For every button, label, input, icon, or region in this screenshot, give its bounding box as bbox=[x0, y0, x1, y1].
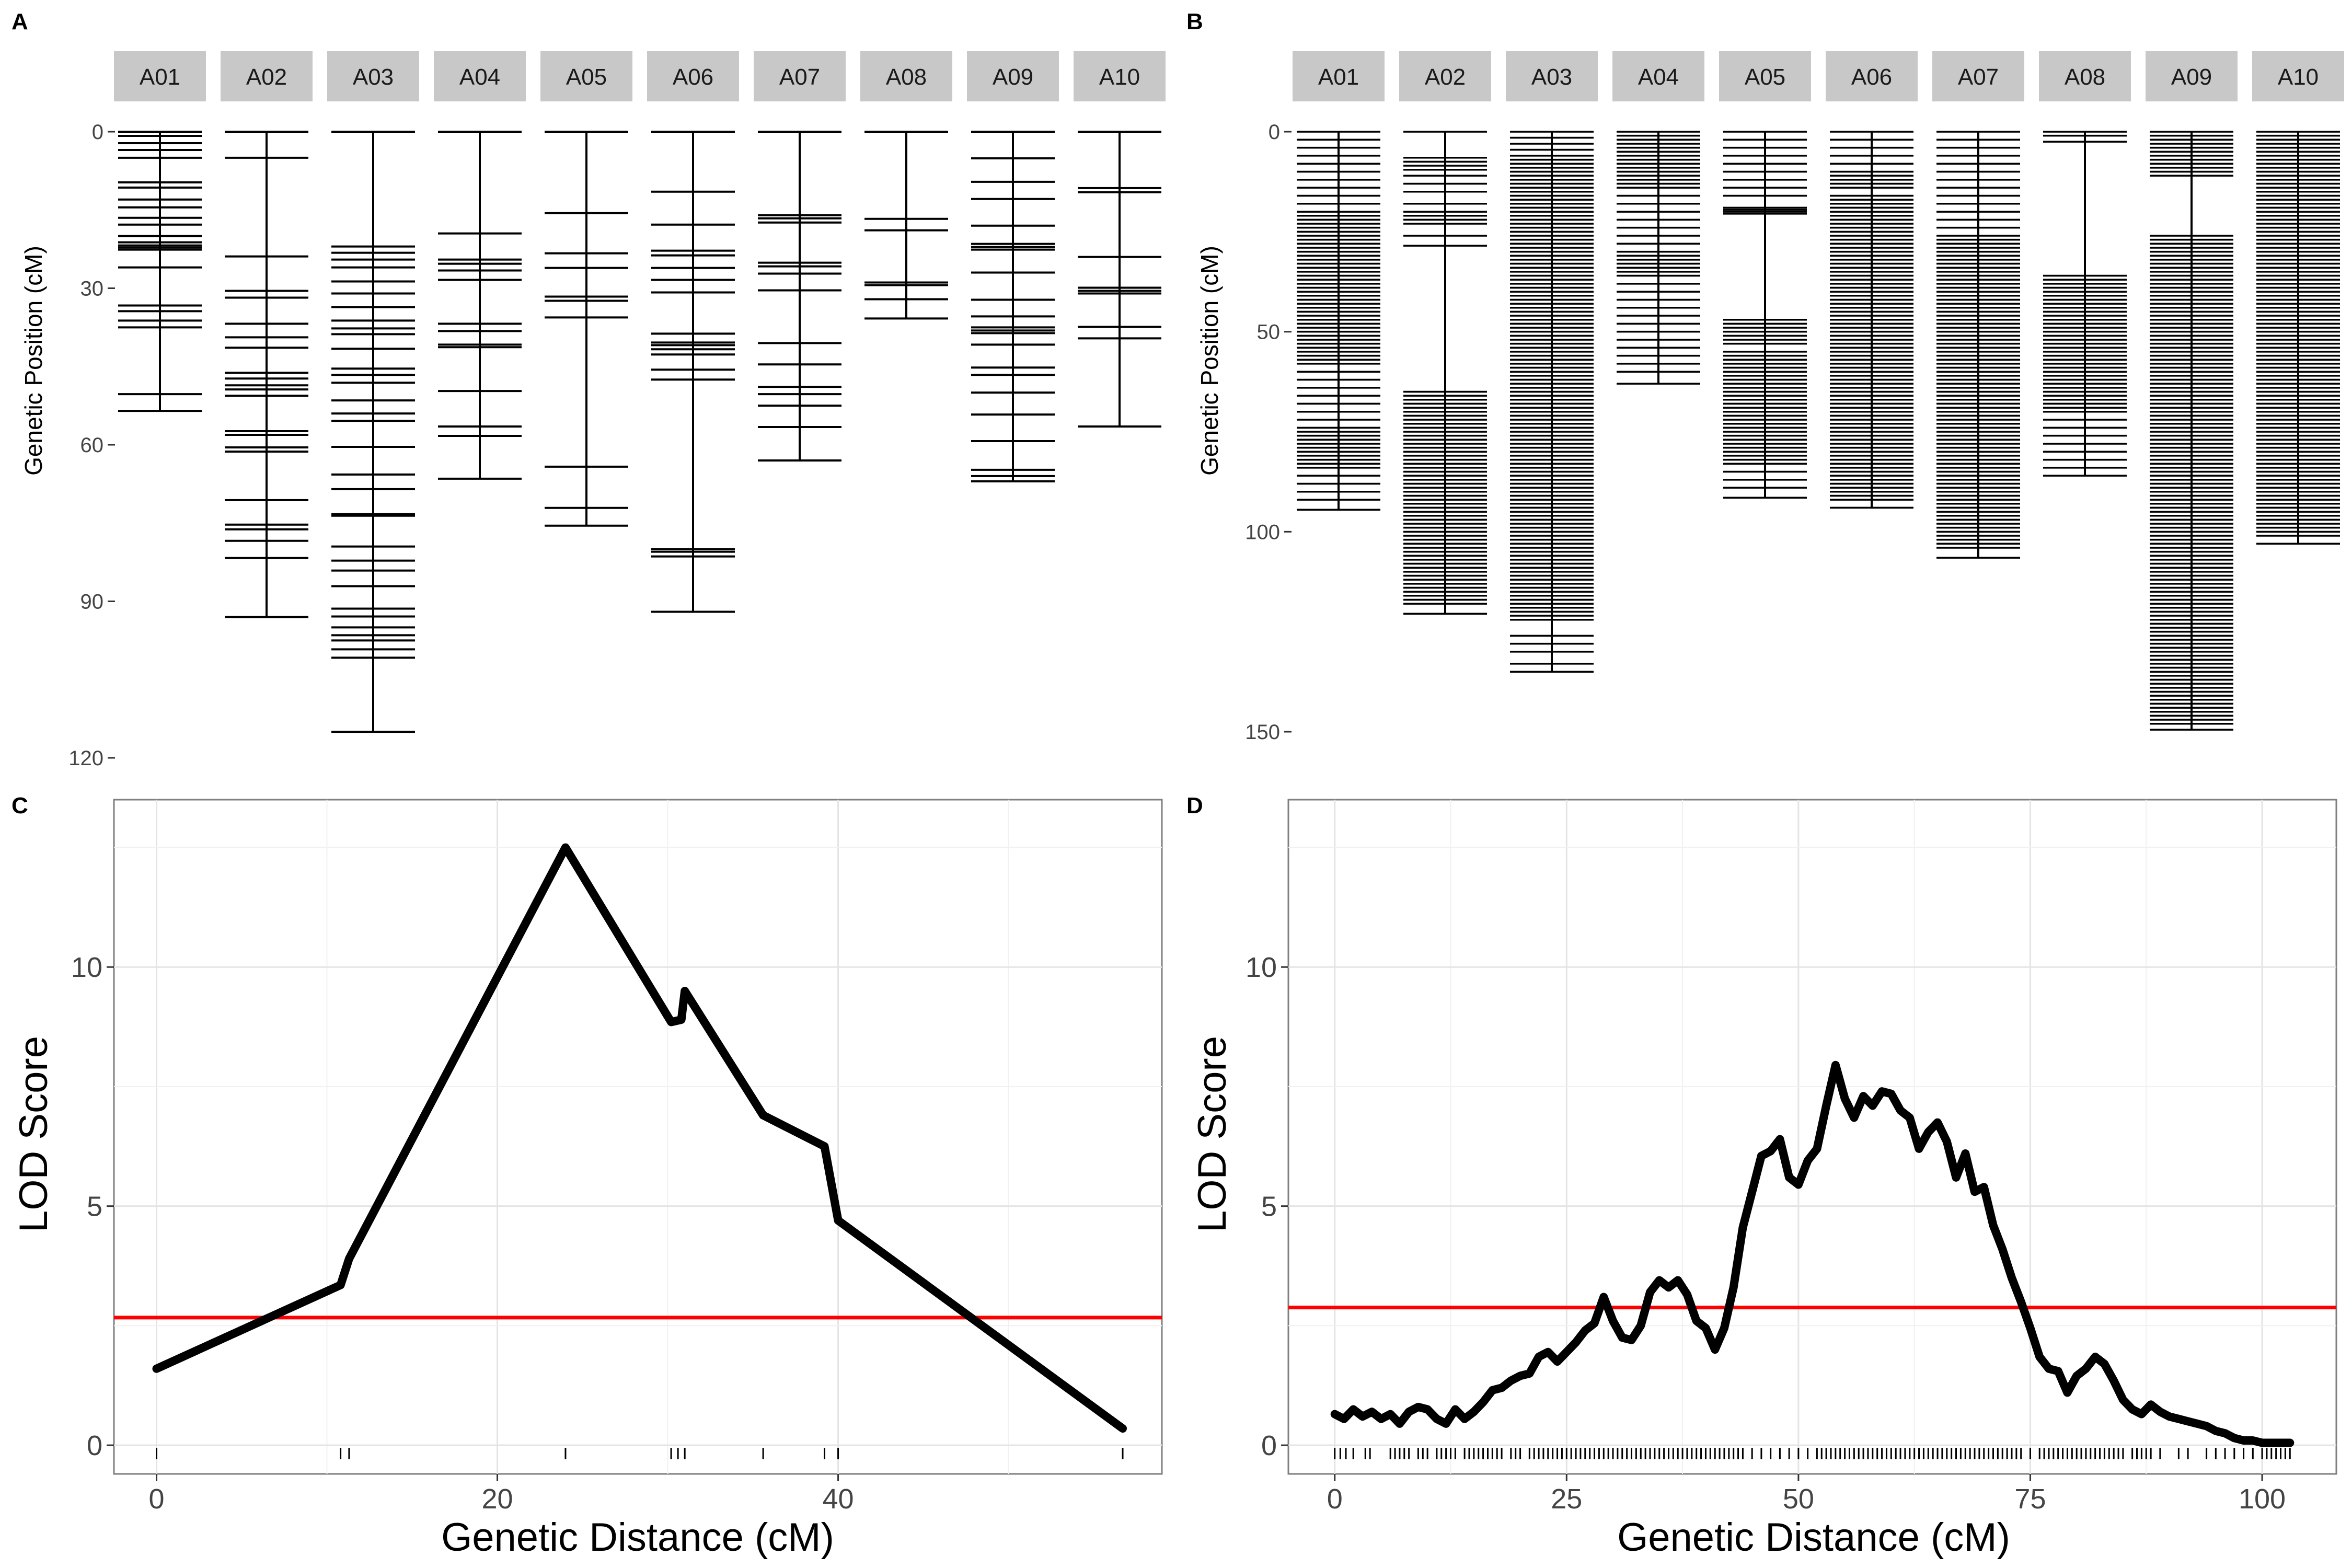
panel-a-letter: A bbox=[11, 9, 28, 34]
panel-c-xtick-label: 0 bbox=[148, 1483, 164, 1515]
panel-d-xlabel: Genetic Distance (cM) bbox=[1617, 1515, 2010, 1560]
panel-a-strip-a07 bbox=[754, 51, 846, 101]
panel-a-ytick-label: 30 bbox=[80, 278, 104, 301]
panel-b-strip-label-a08: A08 bbox=[2065, 64, 2105, 90]
panel-a-strip-a02 bbox=[221, 51, 313, 101]
panel-a: A Genetic Position (cM) 0 30 60 90 120 A01 A02… bbox=[11, 9, 1166, 770]
panel-a-strip-label-a07: A07 bbox=[779, 64, 820, 90]
panel-a-genetic-map: 0 30 60 90 120 A01 A02 A03 A04 A05 A06 A07 A08 A09 A10 bbox=[68, 51, 1166, 770]
panel-b-strip-a07 bbox=[1932, 51, 2024, 101]
panel-b-strip-a09 bbox=[2146, 51, 2238, 101]
panel-c-letter: C bbox=[11, 793, 28, 818]
panel-b: B Genetic Position (cM) 0 50 100 150 A01 A02 A… bbox=[1186, 9, 2344, 744]
panel-d-plot-area bbox=[1287, 799, 2337, 1475]
panel-c-lod-plot: 0 20 40 0 5 10 bbox=[71, 799, 1163, 1515]
panel-b-strip-a06 bbox=[1826, 51, 1918, 101]
panel-d-lod-plot: 0 25 50 75 100 0 5 10 bbox=[1246, 799, 2337, 1515]
panel-a-strip-label-a05: A05 bbox=[566, 64, 607, 90]
panel-a-ytick-label: 90 bbox=[80, 591, 104, 614]
panel-c-xtick-label: 40 bbox=[823, 1483, 854, 1515]
panel-b-letter: B bbox=[1186, 9, 1203, 34]
panel-b-ytick-label: 0 bbox=[1269, 121, 1280, 144]
panel-b-strip-label-a10: A10 bbox=[2278, 64, 2319, 90]
panel-b-strip-a01 bbox=[1293, 51, 1385, 101]
panel-a-strip-label-a04: A04 bbox=[459, 64, 500, 90]
panel-d-xtick-label: 25 bbox=[1551, 1483, 1582, 1515]
panel-b-strip-a05 bbox=[1719, 51, 1811, 101]
panel-b-genetic-map: 0 50 100 150 A01 A02 A03 A04 A05 A06 A07 A08 A09 A10 bbox=[1245, 51, 2344, 744]
panel-a-strip-a03 bbox=[327, 51, 419, 101]
panel-a-ytick-label: 0 bbox=[92, 121, 103, 144]
panel-b-strip-label-a07: A07 bbox=[1958, 64, 1999, 90]
panel-b-strip-a10 bbox=[2252, 51, 2344, 101]
panel-c-lod-curve bbox=[152, 843, 1127, 1433]
panel-a-strip-label-a03: A03 bbox=[353, 64, 394, 90]
panel-b-strip-a04 bbox=[1612, 51, 1704, 101]
panel-c: C LOD Score Genetic Distance (cM) 0 20 400… bbox=[11, 793, 1163, 1560]
panel-c-xtick-label: 20 bbox=[481, 1483, 513, 1515]
panel-d: D LOD Score Genetic Distance (cM) 0 25 50 7… bbox=[1186, 793, 2337, 1560]
panel-b-strip-a08 bbox=[2039, 51, 2131, 101]
panel-d-ytick-label: 0 bbox=[1261, 1430, 1277, 1461]
panel-b-strip-label-a04: A04 bbox=[1638, 64, 1679, 90]
panel-b-strip-label-a05: A05 bbox=[1745, 64, 1785, 90]
panel-b-strip-label-a06: A06 bbox=[1851, 64, 1892, 90]
panel-a-strip-a04 bbox=[434, 51, 526, 101]
panel-d-ytick-label: 10 bbox=[1246, 952, 1277, 983]
panel-d-ytick-label: 5 bbox=[1261, 1191, 1277, 1223]
panel-b-ylabel: Genetic Position (cM) bbox=[1196, 246, 1223, 476]
panel-b-strip-label-a09: A09 bbox=[2171, 64, 2212, 90]
panel-b-strip-label-a02: A02 bbox=[1425, 64, 1466, 90]
panel-a-ytick-label: 120 bbox=[68, 747, 103, 770]
panel-b-strip-a03 bbox=[1506, 51, 1598, 101]
panel-a-strip-label-a08: A08 bbox=[886, 64, 927, 90]
panel-c-xlabel: Genetic Distance (cM) bbox=[441, 1515, 834, 1560]
panel-d-xtick-label: 100 bbox=[2239, 1483, 2286, 1515]
panel-b-strip-a02 bbox=[1399, 51, 1491, 101]
panel-a-strip-label-a09: A09 bbox=[993, 64, 1033, 90]
panel-c-ytick-label: 5 bbox=[87, 1191, 102, 1223]
panel-b-ytick-label: 150 bbox=[1245, 721, 1280, 744]
panel-d-letter: D bbox=[1186, 793, 1203, 818]
panel-c-plot-area bbox=[113, 799, 1163, 1475]
panel-a-ylabel: Genetic Position (cM) bbox=[20, 246, 47, 476]
panel-a-strip-a01 bbox=[114, 51, 206, 101]
panel-d-xtick-label: 0 bbox=[1327, 1483, 1343, 1515]
panel-d-xtick-label: 50 bbox=[1783, 1483, 1814, 1515]
panel-a-strip-a09 bbox=[967, 51, 1059, 101]
panel-d-ylabel: LOD Score bbox=[1190, 1036, 1235, 1232]
panel-c-ytick-label: 0 bbox=[87, 1430, 102, 1461]
panel-a-ytick-label: 60 bbox=[80, 434, 104, 457]
panel-b-strip-label-a01: A01 bbox=[1318, 64, 1359, 90]
panel-a-strip-a05 bbox=[540, 51, 632, 101]
panel-a-strip-a10 bbox=[1074, 51, 1166, 101]
panel-d-lod-curve bbox=[1330, 1060, 2295, 1447]
panel-b-ytick-label: 50 bbox=[1257, 321, 1281, 344]
panel-c-ytick-label: 10 bbox=[71, 952, 102, 983]
panel-a-strip-a06 bbox=[647, 51, 739, 101]
panel-b-strip-label-a03: A03 bbox=[1531, 64, 1572, 90]
panel-a-strip-label-a02: A02 bbox=[246, 64, 287, 90]
panel-b-ytick-label: 100 bbox=[1245, 521, 1280, 544]
panel-a-strip-label-a01: A01 bbox=[140, 64, 180, 90]
panel-a-strip-label-a06: A06 bbox=[673, 64, 713, 90]
panel-c-ylabel: LOD Score bbox=[11, 1036, 56, 1232]
panel-a-strip-label-a10: A10 bbox=[1099, 64, 1140, 90]
panel-d-xtick-label: 75 bbox=[2014, 1483, 2046, 1515]
panel-a-strip-a08 bbox=[860, 51, 952, 101]
